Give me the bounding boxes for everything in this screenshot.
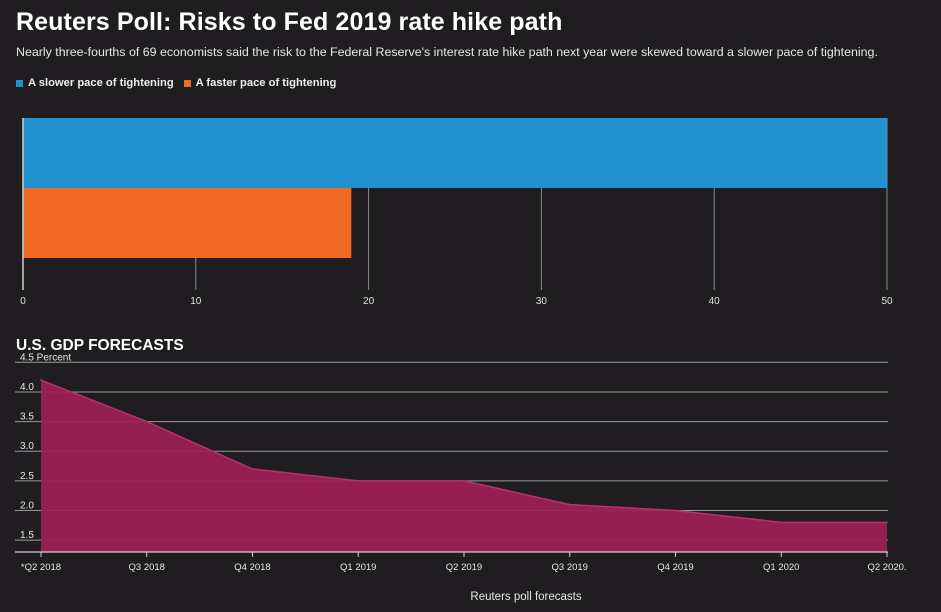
x-tick-label: Q1 2020 <box>763 562 799 573</box>
legend-swatch-slower <box>16 79 23 87</box>
legend-label-faster: A faster pace of tightening <box>195 77 337 89</box>
y-tick-label: 3.5 <box>20 412 34 423</box>
x-tick-label: Q2 2019 <box>446 562 482 573</box>
x-tick-label: Q3 2018 <box>129 562 165 573</box>
x-tick-label: Q4 2019 <box>657 562 693 573</box>
y-tick-label: 3.0 <box>20 441 34 452</box>
legend-item-faster: A faster pace of tightening <box>183 77 337 89</box>
page-subtitle: Nearly three-fourths of 69 economists sa… <box>16 45 878 59</box>
y-tick-label: 2.5 <box>20 471 34 482</box>
gdp-area <box>41 380 887 552</box>
x-tick-label: 20 <box>363 296 375 307</box>
bar-faster <box>23 188 352 258</box>
x-tick-label: 30 <box>536 296 548 307</box>
x-tick-label: Q1 2019 <box>340 562 376 573</box>
gdp-chart-title: U.S. GDP FORECASTS <box>16 337 184 354</box>
x-tick-label: 10 <box>190 296 202 307</box>
gdp-point <box>251 468 254 470</box>
y-tick-label: 4.0 <box>20 382 34 393</box>
page-title: Reuters Poll: Risks to Fed 2019 rate hik… <box>16 8 563 36</box>
chart-legend: A slower pace of tightening A faster pac… <box>16 77 336 89</box>
legend-label-slower: A slower pace of tightening <box>28 77 174 89</box>
x-tick-label: Q4 2018 <box>234 562 270 573</box>
x-tick-label: 40 <box>709 296 721 307</box>
bar-slower <box>23 118 887 188</box>
y-tick-label: 4.5 Percent <box>20 352 71 363</box>
gdp-point <box>674 509 677 512</box>
x-tick-label: 50 <box>881 296 893 307</box>
legend-swatch-faster <box>183 79 191 87</box>
gdp-point <box>568 503 571 506</box>
gdp-point <box>886 521 888 524</box>
gdp-point <box>463 480 465 482</box>
gdp-point <box>780 521 783 524</box>
gdp-source-label: Reuters poll forecasts <box>470 591 582 603</box>
x-tick-label: Q3 2019 <box>552 562 588 573</box>
y-tick-label: 1.5 <box>20 530 34 541</box>
gdp-point <box>357 480 360 482</box>
legend-item-slower: A slower pace of tightening <box>16 77 174 89</box>
gdp-point <box>145 420 148 423</box>
x-tick-label: Q2 2020. <box>867 562 906 573</box>
gdp-point <box>40 379 42 381</box>
x-tick-label: 0 <box>20 296 26 307</box>
x-tick-label: *Q2 2018 <box>21 562 61 573</box>
y-tick-label: 2.0 <box>20 501 34 512</box>
